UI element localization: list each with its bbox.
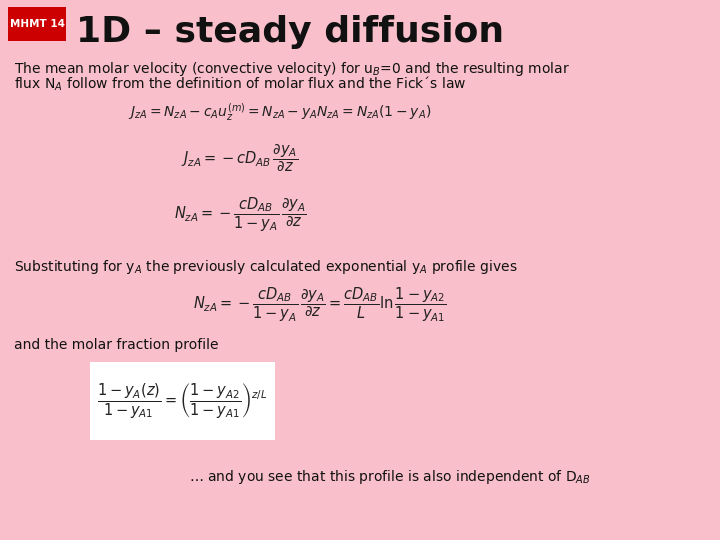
Text: $N_{zA} = -\dfrac{cD_{AB}}{1 - y_A}\,\dfrac{\partial y_A}{\partial z}$: $N_{zA} = -\dfrac{cD_{AB}}{1 - y_A}\,\df… xyxy=(174,196,307,234)
Text: and the molar fraction profile: and the molar fraction profile xyxy=(14,338,218,352)
Text: … and you see that this profile is also independent of D$_{AB}$: … and you see that this profile is also … xyxy=(189,468,591,486)
FancyBboxPatch shape xyxy=(8,7,66,41)
FancyBboxPatch shape xyxy=(90,362,275,440)
Text: The mean molar velocity (convective velocity) for u$_B$=0 and the resulting mola: The mean molar velocity (convective velo… xyxy=(14,60,570,78)
Text: $N_{zA} = -\dfrac{cD_{AB}}{1 - y_A}\,\dfrac{\partial y_A}{\partial z} = \dfrac{c: $N_{zA} = -\dfrac{cD_{AB}}{1 - y_A}\,\df… xyxy=(193,286,447,325)
Text: Substituting for y$_A$ the previously calculated exponential y$_A$ profile gives: Substituting for y$_A$ the previously ca… xyxy=(14,258,518,276)
Text: 1D – steady diffusion: 1D – steady diffusion xyxy=(76,15,504,49)
Text: MHMT 14: MHMT 14 xyxy=(9,19,65,29)
Text: $\dfrac{1 - y_A(z)}{1 - y_{A1}} = \left(\dfrac{1 - y_{A2}}{1 - y_{A1}}\right)^{z: $\dfrac{1 - y_A(z)}{1 - y_{A1}} = \left(… xyxy=(97,381,268,421)
Text: $J_{zA} = N_{zA} - c_A u_z^{(m)} = N_{zA} - y_A N_{zA} = N_{zA}(1 - y_A)$: $J_{zA} = N_{zA} - c_A u_z^{(m)} = N_{zA… xyxy=(128,101,432,123)
Text: flux N$_A$ follow from the definition of molar flux and the Fick´s law: flux N$_A$ follow from the definition of… xyxy=(14,75,467,93)
Text: $J_{zA} = -cD_{AB}\,\dfrac{\partial y_A}{\partial z}$: $J_{zA} = -cD_{AB}\,\dfrac{\partial y_A}… xyxy=(181,142,299,174)
